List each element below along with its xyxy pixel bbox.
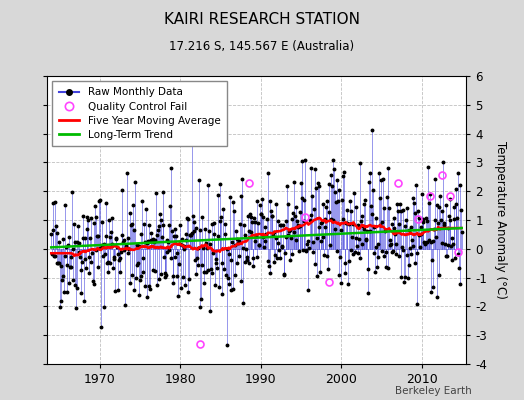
Text: KAIRI RESEARCH STATION: KAIRI RESEARCH STATION <box>164 12 360 27</box>
Text: 17.216 S, 145.567 E (Australia): 17.216 S, 145.567 E (Australia) <box>169 40 355 53</box>
Legend: Raw Monthly Data, Quality Control Fail, Five Year Moving Average, Long-Term Tren: Raw Monthly Data, Quality Control Fail, … <box>52 81 227 146</box>
Text: Berkeley Earth: Berkeley Earth <box>395 386 472 396</box>
Y-axis label: Temperature Anomaly (°C): Temperature Anomaly (°C) <box>494 141 507 299</box>
